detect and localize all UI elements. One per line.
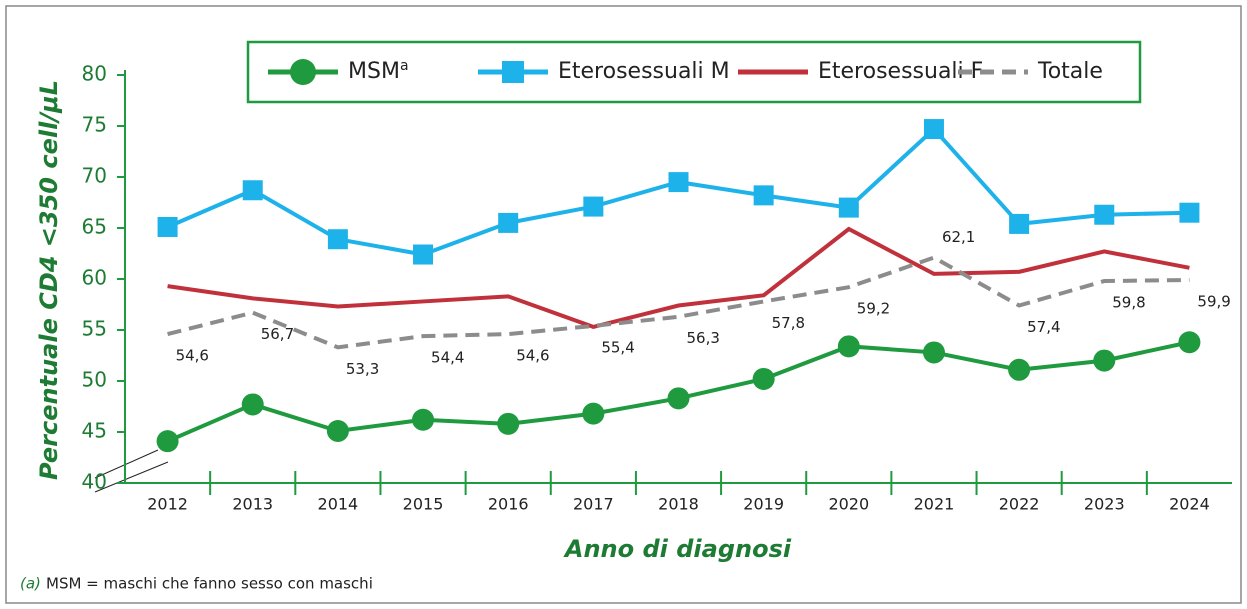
value-label: 55,4 [601,338,634,356]
point [1178,331,1201,354]
point [922,341,945,364]
value-label: 56,7 [261,325,294,343]
point [837,335,860,358]
x-tick-label: 2022 [999,495,1040,514]
value-label: 59,8 [1112,294,1145,312]
x-tick-label: 2013 [232,495,273,514]
y-axis-label: Percentuale CD4 <350 cell/μL [35,80,63,480]
value-label: 57,4 [1027,318,1060,336]
x-tick-label: 2015 [403,495,444,514]
point [583,196,604,217]
value-label: 54,6 [176,347,209,365]
y-tick-label: 75 [82,113,107,137]
x-axis-label: Anno di diagnosi [563,535,792,563]
point [838,197,859,218]
y-tick-label: 70 [82,164,107,188]
point [156,430,179,453]
point [326,419,349,442]
x-tick-label: 2018 [658,495,699,514]
legend-note: a [400,58,409,74]
value-label: 59,2 [857,300,890,318]
point [1009,213,1030,234]
y-tick-label: 40 [82,470,107,494]
legend-text: Eterosessuali F [818,59,983,84]
axis-break [94,461,169,493]
point [413,244,434,265]
value-label: 53,3 [346,360,379,378]
y-tick-label: 60 [82,266,107,290]
x-tick-label: 2012 [147,495,188,514]
legend-label: MSMa [348,58,409,84]
point [752,367,775,390]
legend-marker [502,61,524,83]
point [582,402,605,425]
point [412,408,435,431]
x-tick-label: 2014 [318,495,359,514]
point [157,216,178,237]
x-tick-label: 2017 [573,495,614,514]
point [668,172,689,193]
legend-label: Totale [1037,59,1103,84]
footnote-marker: (a) [20,575,41,593]
value-label: 59,9 [1197,293,1230,311]
value-label: 54,6 [516,347,549,365]
point [1094,204,1115,225]
axis-break [94,449,159,479]
legend-marker [290,59,316,85]
x-tick-label: 2016 [488,495,529,514]
point [1008,358,1031,381]
legend-text: Eterosessuali M [558,59,730,84]
point [327,229,348,250]
point [498,212,519,233]
value-label: 56,3 [687,329,720,347]
y-tick-label: 50 [82,368,107,392]
y-tick-label: 65 [82,215,107,239]
x-tick-label: 2021 [914,495,955,514]
value-label: 62,1 [942,228,975,246]
point [923,119,944,140]
series-line [167,255,1190,350]
y-tick-label: 45 [82,419,107,443]
legend-text: MSM [348,59,400,84]
point [241,393,264,416]
point [1093,349,1116,372]
x-tick-label: 2024 [1169,495,1210,514]
frame [5,5,1242,604]
point [753,185,774,206]
value-label: 54,4 [431,349,464,367]
x-tick-label: 2023 [1084,495,1125,514]
value-label: 57,8 [772,314,805,332]
legend-label: Eterosessuali M [558,59,730,84]
point [242,180,263,201]
y-tick-label: 80 [82,62,107,86]
footnote: MSM = maschi che fanno sesso con maschi [46,575,373,593]
legend-text: Totale [1037,59,1103,84]
point [1179,202,1200,223]
point [497,412,520,435]
point [667,387,690,410]
y-tick-label: 55 [82,317,107,341]
series-line [167,226,1190,330]
legend-label: Eterosessuali F [818,59,983,84]
x-tick-label: 2020 [828,495,869,514]
x-tick-label: 2019 [743,495,784,514]
